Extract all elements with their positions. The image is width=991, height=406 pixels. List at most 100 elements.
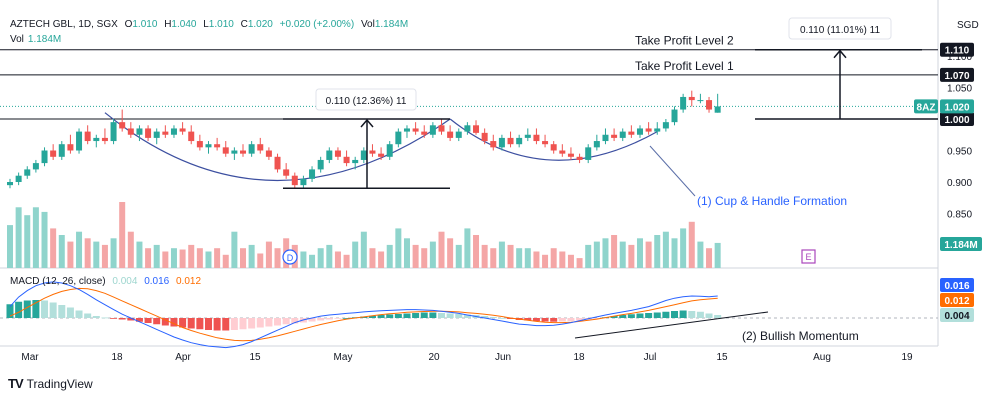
macd-histogram-bar [6, 304, 14, 318]
tag-macd [940, 278, 974, 292]
candle-body [41, 150, 48, 164]
earnings-marker[interactable] [801, 249, 816, 264]
volume-bar [334, 251, 341, 268]
cup-curve[interactable] [104, 112, 451, 182]
measure-2-label: 0.110 (11.01%) 11 [800, 25, 880, 36]
measure-2-box[interactable] [788, 17, 892, 40]
tradingview-logo[interactable]: TV TradingView [8, 376, 93, 391]
volume-bar [671, 238, 678, 268]
macd-histogram-bar [23, 300, 31, 318]
candle-body [205, 144, 212, 148]
volume-bar [507, 244, 514, 268]
time-tick-label: May [334, 352, 353, 363]
volume-bar [714, 242, 721, 268]
macd-signal-line [9, 287, 718, 342]
macd-histogram-bar [610, 316, 618, 318]
candle-body [214, 144, 221, 148]
candle-body [222, 147, 229, 154]
measure-1-label: 0.110 (12.36%) 11 [326, 96, 407, 107]
volume-bar [481, 244, 488, 268]
volume-bar [611, 235, 618, 268]
candle-body [145, 128, 152, 138]
candle-body [274, 156, 281, 170]
volume-bar [576, 258, 583, 268]
volume-bar [343, 254, 350, 268]
macd-histogram-bar [714, 315, 722, 318]
candle-body [654, 128, 661, 132]
level-lines[interactable]: Take Profit Level 2 Take Profit Level 1 [0, 34, 938, 120]
candle-body [378, 153, 385, 157]
volume-bar [438, 231, 445, 268]
candle-body [567, 153, 574, 157]
candle-body [136, 128, 143, 135]
measure-1-box[interactable] [315, 88, 417, 111]
volume-bar [662, 231, 669, 268]
macd-histogram-bar [41, 300, 49, 318]
dividend-marker[interactable] [282, 249, 298, 265]
header-vol: 1.184M [375, 19, 408, 30]
candle-body [714, 106, 721, 113]
candle-body [636, 128, 643, 135]
candle-body [447, 131, 454, 138]
macd-histogram-bar [170, 318, 178, 327]
candle-body [188, 131, 195, 142]
volume-bar [567, 254, 574, 268]
volume-bar [7, 225, 13, 268]
tag-signal-text: 0.012 [944, 296, 969, 307]
axis-tags: 1.110 1.070 1.000 8AZ 1.020 1.184M 0.016 0.012 0… [914, 42, 982, 322]
candle-body [671, 109, 678, 123]
candle-body [619, 131, 626, 138]
annotation-bullish-momentum: (2) Bullish Momentum [742, 329, 859, 343]
macd-histogram-bar [403, 313, 411, 318]
tag-histogram-text: 0.004 [944, 311, 969, 322]
cup-curves[interactable] [104, 112, 658, 182]
volume-bar [196, 248, 203, 268]
macd-histogram-bar [66, 307, 74, 318]
measure-tools[interactable]: 0.110 (12.36%) 11 0.110 (11.01%) 11 [283, 17, 922, 190]
volume-bar [15, 207, 22, 268]
volume-bar [542, 254, 549, 268]
macd-histogram-bar [558, 318, 566, 322]
macd-histogram-bar [368, 315, 376, 318]
volume-bar [162, 251, 169, 268]
volume-bar [619, 241, 626, 268]
candle-body [429, 125, 436, 135]
candle-body [645, 128, 652, 132]
volume-bar [136, 241, 143, 268]
macd-histogram-bar [213, 318, 221, 331]
time-tick-label: Jul [644, 352, 657, 363]
volume-bar [274, 248, 281, 268]
macd-histogram-bar [412, 313, 420, 318]
macd-histogram-bar [429, 312, 437, 318]
candle-body [170, 128, 177, 135]
macd-histogram-bar [274, 318, 282, 326]
header-low: 1.010 [209, 19, 234, 30]
annotation-cup-arrow [649, 145, 696, 197]
currency-label[interactable]: SGD [957, 20, 979, 31]
macd-histogram-bar [282, 318, 290, 325]
macd-histogram-bar [15, 301, 23, 318]
volume-bar [309, 254, 316, 268]
earnings-marker-label: E [805, 252, 811, 262]
volume-bar [101, 244, 108, 268]
macd-histogram-bar [161, 318, 169, 326]
handle-curve[interactable] [449, 118, 658, 161]
volume-bar [593, 241, 600, 268]
macd-histogram-bar [308, 318, 316, 322]
candle-body [464, 125, 471, 132]
candle-body [706, 100, 713, 110]
volume-bar [628, 244, 635, 268]
candle-body [421, 131, 428, 135]
volume-bar [378, 251, 385, 268]
measure-1-arrowhead [360, 118, 374, 128]
time-tick-label: Jun [495, 352, 511, 363]
candle-body [524, 134, 531, 138]
price-tick-label: 0.900 [947, 178, 972, 189]
header-high: 1.040 [171, 19, 196, 30]
candle-body [628, 131, 635, 135]
macd-histogram-bar [92, 316, 100, 318]
price-tick-label: 0.850 [947, 210, 972, 221]
candle-body [585, 147, 592, 160]
volume-bar [360, 231, 367, 268]
